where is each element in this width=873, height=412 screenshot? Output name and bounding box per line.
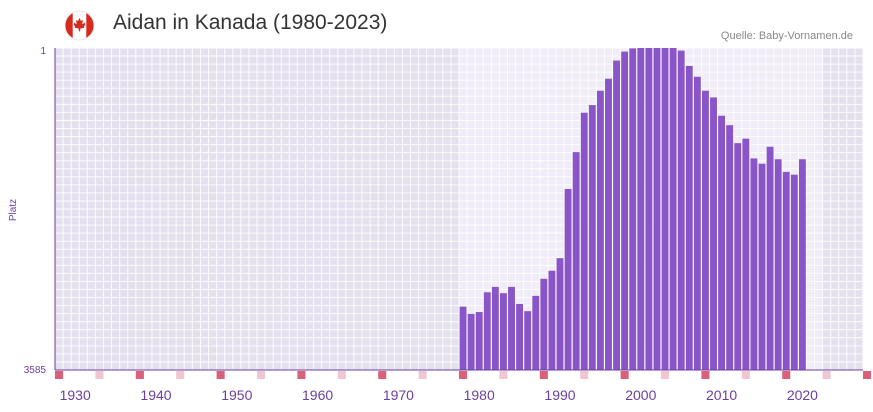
x-tick-1960: 1960	[302, 387, 333, 403]
x-tick-labels: 1930 1940 1950 1960 1970 1980 1990 2000 2010 2020	[60, 387, 819, 403]
half-decade-marker	[741, 371, 750, 379]
bar-2014	[750, 158, 758, 370]
bar-1999	[629, 48, 637, 370]
bar-2012	[734, 143, 742, 370]
bar-2003	[661, 48, 669, 370]
bar-2009	[710, 97, 717, 370]
bar-1987	[532, 295, 540, 370]
bar-1991	[564, 188, 572, 370]
half-decade-marker	[337, 371, 346, 379]
plot-grid	[54, 47, 864, 371]
half-decade-marker	[580, 371, 589, 379]
half-decade-marker	[95, 371, 104, 379]
bar-2001	[645, 48, 653, 370]
bar-1996	[605, 78, 612, 370]
bar-2002	[653, 48, 661, 370]
bar-2007	[693, 76, 701, 370]
x-tick-1940: 1940	[140, 387, 171, 403]
decade-marker	[216, 371, 225, 379]
decade-marker	[701, 371, 710, 379]
decade-marker	[782, 371, 791, 379]
bars	[459, 48, 806, 370]
x-tick-1970: 1970	[383, 387, 414, 403]
bar-2015	[758, 163, 766, 370]
bar-1985	[516, 303, 524, 370]
bar-1993	[580, 112, 588, 370]
half-decade-marker	[418, 371, 427, 379]
bar-1984	[508, 286, 515, 370]
bar-1989	[548, 270, 556, 370]
bar-1986	[524, 311, 532, 370]
decade-markers	[55, 371, 872, 379]
decade-marker	[863, 371, 872, 379]
decade-marker	[297, 371, 306, 379]
y-tick-top: 1	[40, 46, 46, 57]
chart-title: Aidan in Kanada (1980-2023)	[113, 11, 388, 34]
bar-1982	[491, 286, 499, 370]
x-tick-1980: 1980	[464, 387, 495, 403]
bar-2017	[774, 159, 782, 370]
bar-1995	[596, 90, 604, 370]
bar-2000	[637, 48, 645, 370]
decade-marker	[55, 371, 64, 379]
source-label: Quelle: Baby-Vornamen.de	[720, 30, 853, 42]
half-decade-marker	[176, 371, 185, 379]
bar-1992	[572, 152, 580, 370]
x-tick-2000: 2000	[625, 387, 656, 403]
axes: 1 3585 Platz	[8, 46, 863, 376]
bar-1990	[556, 258, 564, 370]
decade-marker	[539, 371, 548, 379]
bar-2020	[798, 159, 806, 370]
x-tick-1990: 1990	[544, 387, 575, 403]
y-tick-bottom: 3585	[24, 365, 47, 376]
half-decade-marker	[499, 371, 508, 379]
bar-2008	[702, 90, 709, 370]
bar-2005	[677, 50, 685, 370]
canada-flag-icon	[64, 10, 95, 41]
bar-2013	[742, 138, 750, 370]
bar-1980	[475, 312, 483, 370]
y-axis-label: Platz	[8, 199, 19, 221]
bar-2019	[790, 174, 798, 370]
decade-marker	[378, 371, 387, 379]
x-tick-2010: 2010	[706, 387, 737, 403]
decade-marker	[135, 371, 144, 379]
decade-marker	[620, 371, 629, 379]
bar-2004	[669, 48, 677, 370]
bar-1988	[540, 278, 548, 370]
bar-1994	[588, 105, 596, 370]
x-tick-1930: 1930	[60, 387, 91, 403]
bar-1983	[500, 293, 507, 370]
bar-1978	[459, 306, 467, 370]
bar-1979	[467, 313, 475, 370]
bar-1981	[483, 292, 491, 370]
bar-2010	[718, 115, 726, 370]
bar-2016	[766, 146, 774, 370]
bar-2011	[726, 125, 734, 370]
bar-1997	[613, 60, 620, 370]
half-decade-marker	[257, 371, 266, 379]
x-tick-2020: 2020	[787, 387, 818, 403]
half-decade-marker	[661, 371, 670, 379]
bar-2006	[685, 65, 693, 370]
x-tick-1950: 1950	[221, 387, 252, 403]
half-decade-marker	[822, 371, 831, 379]
decade-marker	[459, 371, 468, 379]
bar-2018	[782, 171, 790, 370]
bar-1998	[621, 51, 629, 370]
